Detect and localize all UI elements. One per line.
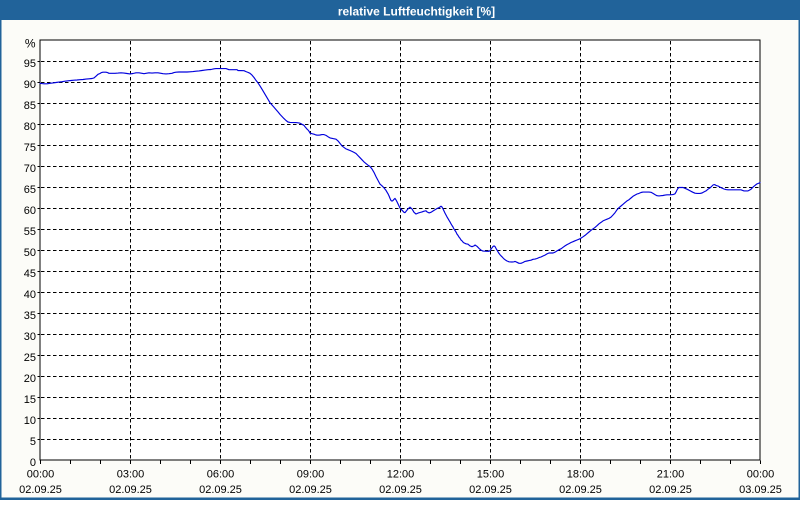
svg-text:90: 90 bbox=[24, 79, 36, 91]
svg-text:20: 20 bbox=[24, 373, 36, 385]
svg-text:30: 30 bbox=[24, 331, 36, 343]
svg-text:25: 25 bbox=[24, 352, 36, 364]
svg-text:50: 50 bbox=[24, 247, 36, 259]
svg-text:35: 35 bbox=[24, 310, 36, 322]
svg-text:55: 55 bbox=[24, 226, 36, 238]
svg-text:06:00: 06:00 bbox=[207, 469, 235, 481]
svg-text:02.09.25: 02.09.25 bbox=[109, 484, 152, 496]
svg-text:15: 15 bbox=[24, 394, 36, 406]
svg-text:95: 95 bbox=[24, 58, 36, 70]
svg-text:02.09.25: 02.09.25 bbox=[649, 484, 692, 496]
svg-text:10: 10 bbox=[24, 415, 36, 427]
svg-text:02.09.25: 02.09.25 bbox=[469, 484, 512, 496]
svg-text:0: 0 bbox=[30, 457, 36, 469]
svg-text:45: 45 bbox=[24, 268, 36, 280]
svg-text:18:00: 18:00 bbox=[567, 469, 595, 481]
svg-text:02.09.25: 02.09.25 bbox=[199, 484, 242, 496]
svg-text:60: 60 bbox=[24, 205, 36, 217]
svg-text:03:00: 03:00 bbox=[117, 469, 145, 481]
svg-text:21:00: 21:00 bbox=[657, 469, 685, 481]
svg-text:65: 65 bbox=[24, 184, 36, 196]
svg-text:02.09.25: 02.09.25 bbox=[559, 484, 602, 496]
svg-text:85: 85 bbox=[24, 100, 36, 112]
svg-text:03.09.25: 03.09.25 bbox=[739, 484, 782, 496]
svg-text:00:00: 00:00 bbox=[747, 469, 775, 481]
svg-text:%: % bbox=[25, 37, 36, 51]
svg-text:80: 80 bbox=[24, 121, 36, 133]
svg-text:75: 75 bbox=[24, 142, 36, 154]
svg-text:5: 5 bbox=[30, 436, 36, 448]
svg-text:relative Luftfeuchtigkeit [%]: relative Luftfeuchtigkeit [%] bbox=[338, 5, 495, 19]
svg-text:15:00: 15:00 bbox=[477, 469, 505, 481]
svg-text:70: 70 bbox=[24, 163, 36, 175]
svg-text:09:00: 09:00 bbox=[297, 469, 325, 481]
svg-text:02.09.25: 02.09.25 bbox=[289, 484, 332, 496]
svg-text:02.09.25: 02.09.25 bbox=[19, 484, 62, 496]
svg-text:12:00: 12:00 bbox=[387, 469, 415, 481]
svg-text:40: 40 bbox=[24, 289, 36, 301]
svg-text:02.09.25: 02.09.25 bbox=[379, 484, 422, 496]
svg-text:00:00: 00:00 bbox=[27, 469, 55, 481]
